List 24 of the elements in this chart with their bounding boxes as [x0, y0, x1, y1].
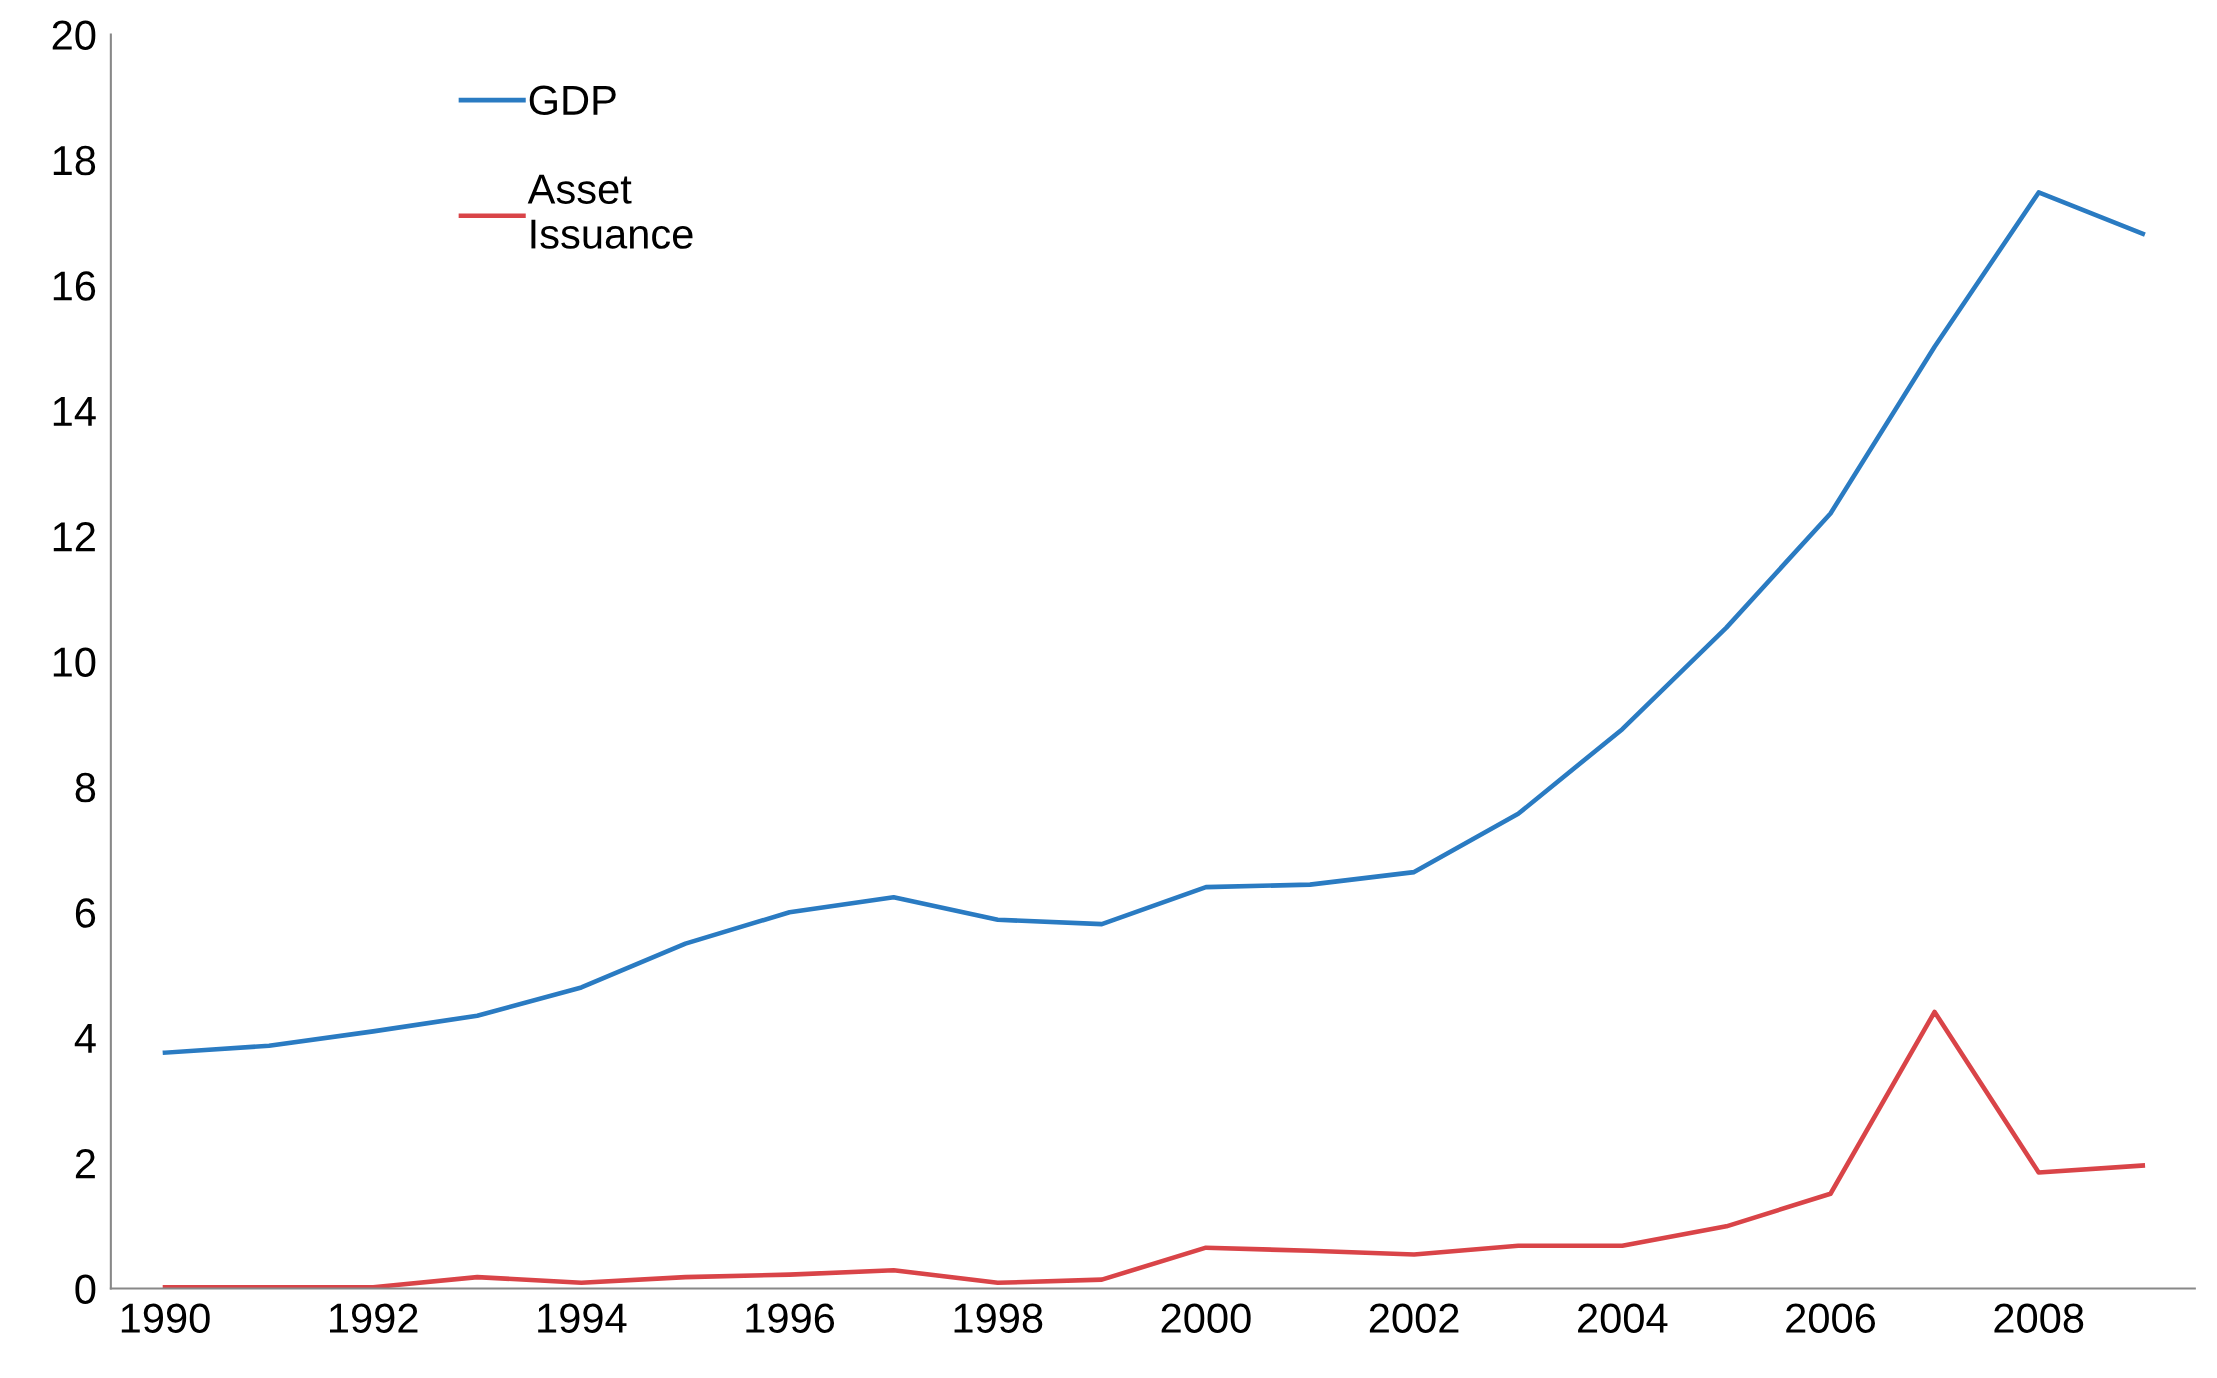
x-tick-label: 1992	[330, 1303, 418, 1333]
x-tick-label: 1998	[954, 1303, 1043, 1333]
x-tick-label: 2004	[1578, 1303, 1668, 1333]
x-tick-label: 2006	[1786, 1303, 1876, 1333]
x-tick-label: 2002	[1369, 1303, 1459, 1333]
x-tick-label: 2000	[1161, 1303, 1251, 1333]
x-tick-label: 2008	[1994, 1303, 2084, 1333]
y-tick-label: 6	[75, 898, 96, 928]
y-tick-label: 20	[52, 20, 96, 50]
x-tick-label: 1996	[746, 1303, 835, 1333]
legend-label: GDP	[529, 85, 616, 116]
y-tick-label: 4	[74, 1024, 96, 1053]
x-tick-label: 1990	[121, 1303, 210, 1333]
y-tick-label: 12	[53, 522, 95, 552]
y-tick-label: 2	[75, 1149, 95, 1179]
y-tick-label: 10	[53, 647, 96, 677]
line-series	[162, 1009, 2146, 1289]
y-tick-label: 18	[53, 145, 96, 176]
y-tick-label: 16	[53, 271, 96, 301]
x-tick-label: 1994	[538, 1303, 627, 1333]
y-tick-label: 0	[75, 1274, 96, 1304]
y-tick-label: 8	[75, 772, 96, 803]
y-tick-label: 14	[53, 397, 96, 426]
legend-label: Asset Issuance	[527, 174, 693, 249]
